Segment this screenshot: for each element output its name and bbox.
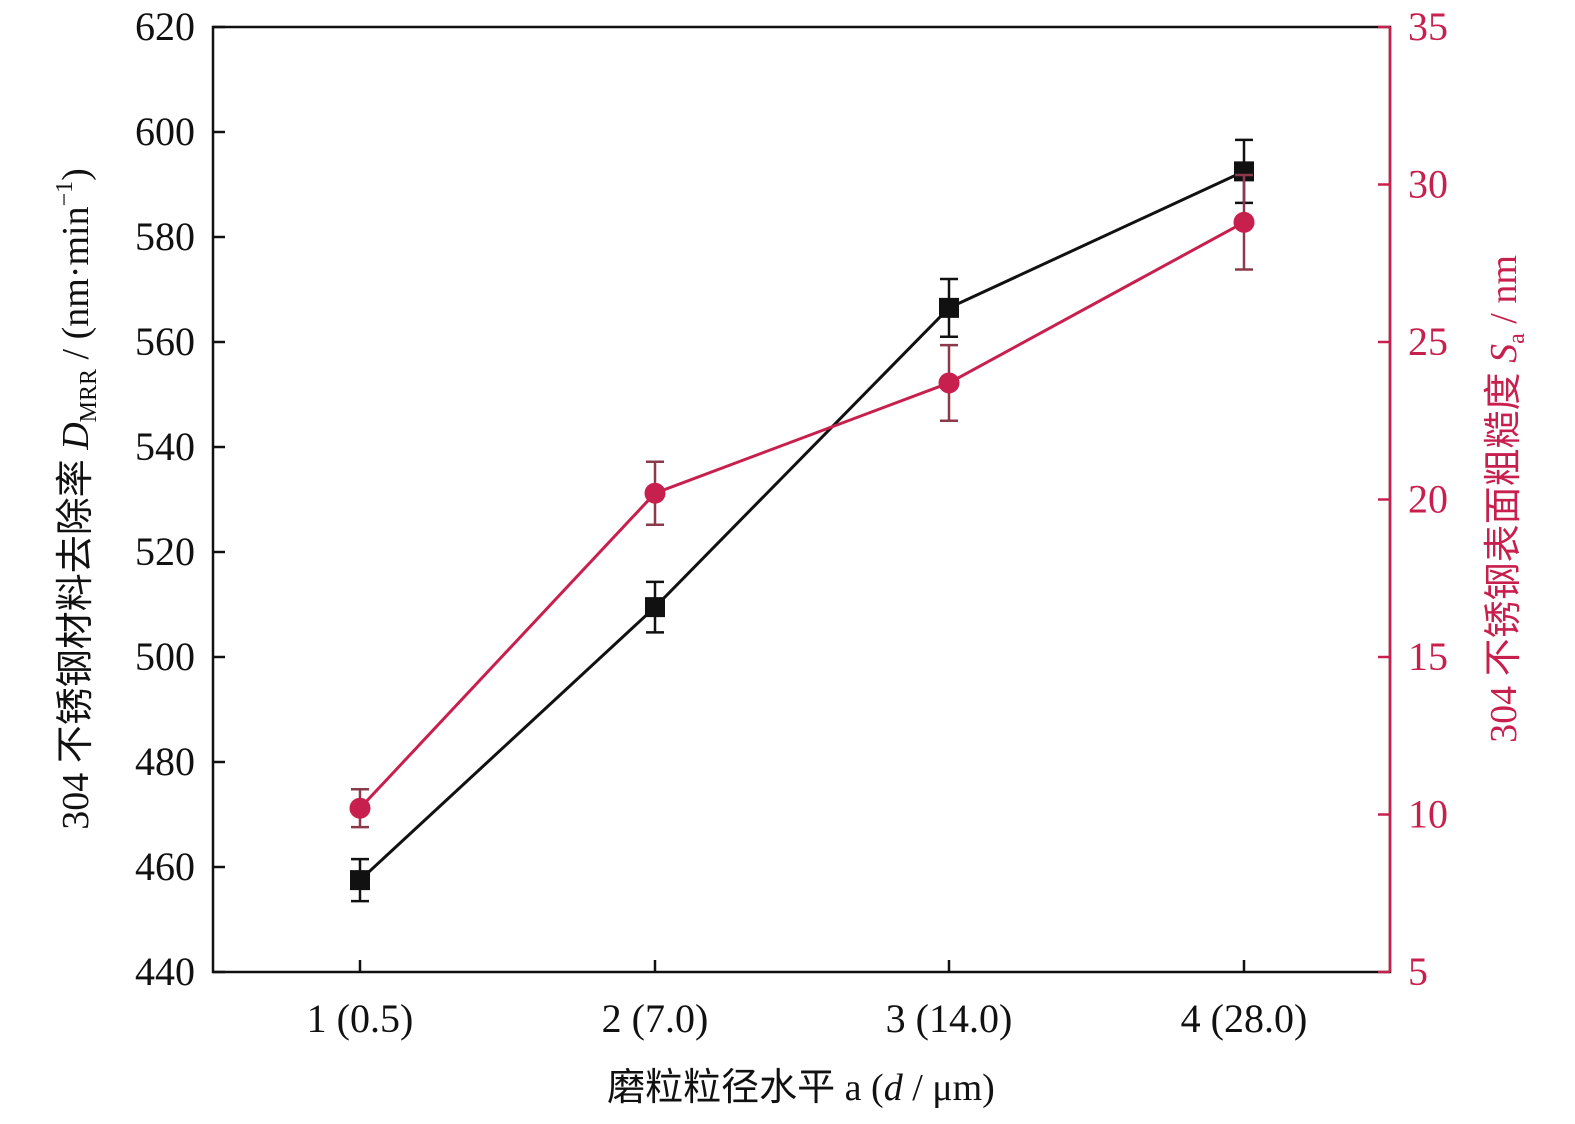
right-tick-label: 15 <box>1408 634 1448 679</box>
right-data-point <box>349 797 371 819</box>
right-axis-ticks: 5 10 15 20 25 30 35 <box>1378 4 1448 994</box>
x-tick-label: 3 (14.0) <box>886 996 1013 1041</box>
left-tick-label: 520 <box>135 529 195 574</box>
left-data-point <box>350 870 370 891</box>
left-tick-label: 620 <box>135 4 195 49</box>
right-data-point <box>644 482 666 504</box>
right-tick-label: 35 <box>1408 4 1448 49</box>
right-tick-label: 25 <box>1408 319 1448 364</box>
left-data-point <box>645 597 665 618</box>
left-tick-label: 580 <box>135 214 195 259</box>
right-data-point <box>938 372 960 394</box>
x-axis-title: 磨粒粒径水平 a (d / μm) <box>607 1067 995 1109</box>
x-tick-label: 1 (0.5) <box>307 996 414 1041</box>
x-axis-ticks: 1 (0.5) 2 (7.0) 3 (14.0) 4 (28.0) <box>307 960 1308 1041</box>
left-series-line <box>358 170 1245 882</box>
x-tick-label: 2 (7.0) <box>602 996 709 1041</box>
left-tick-label: 440 <box>135 949 195 994</box>
plot-frame <box>211 25 1392 974</box>
left-tick-label: 480 <box>135 739 195 784</box>
left-tick-label: 560 <box>135 319 195 364</box>
right-tick-label: 5 <box>1408 949 1428 994</box>
right-tick-label: 10 <box>1408 792 1448 837</box>
left-tick-label: 600 <box>135 109 195 154</box>
left-axis-ticks: 440 460 480 500 520 540 560 580 600 620 <box>135 4 225 994</box>
left-tick-label: 540 <box>135 424 195 469</box>
left-tick-label: 500 <box>135 634 195 679</box>
right-tick-label: 30 <box>1408 162 1448 207</box>
left-tick-label: 460 <box>135 844 195 889</box>
left-data-point <box>1234 161 1254 182</box>
series-layer <box>349 138 1255 903</box>
right-series-line <box>358 220 1245 810</box>
right-axis-title: 304 不锈钢表面粗糙度 Sa / nm <box>1483 255 1530 743</box>
x-tick-label: 4 (28.0) <box>1181 996 1308 1041</box>
right-data-point <box>1233 211 1255 233</box>
left-data-point <box>939 297 959 318</box>
left-axis-title: 304 不锈钢材料去除率 DMRR / (nm·min−1) <box>52 168 102 830</box>
right-tick-label: 20 <box>1408 477 1448 522</box>
